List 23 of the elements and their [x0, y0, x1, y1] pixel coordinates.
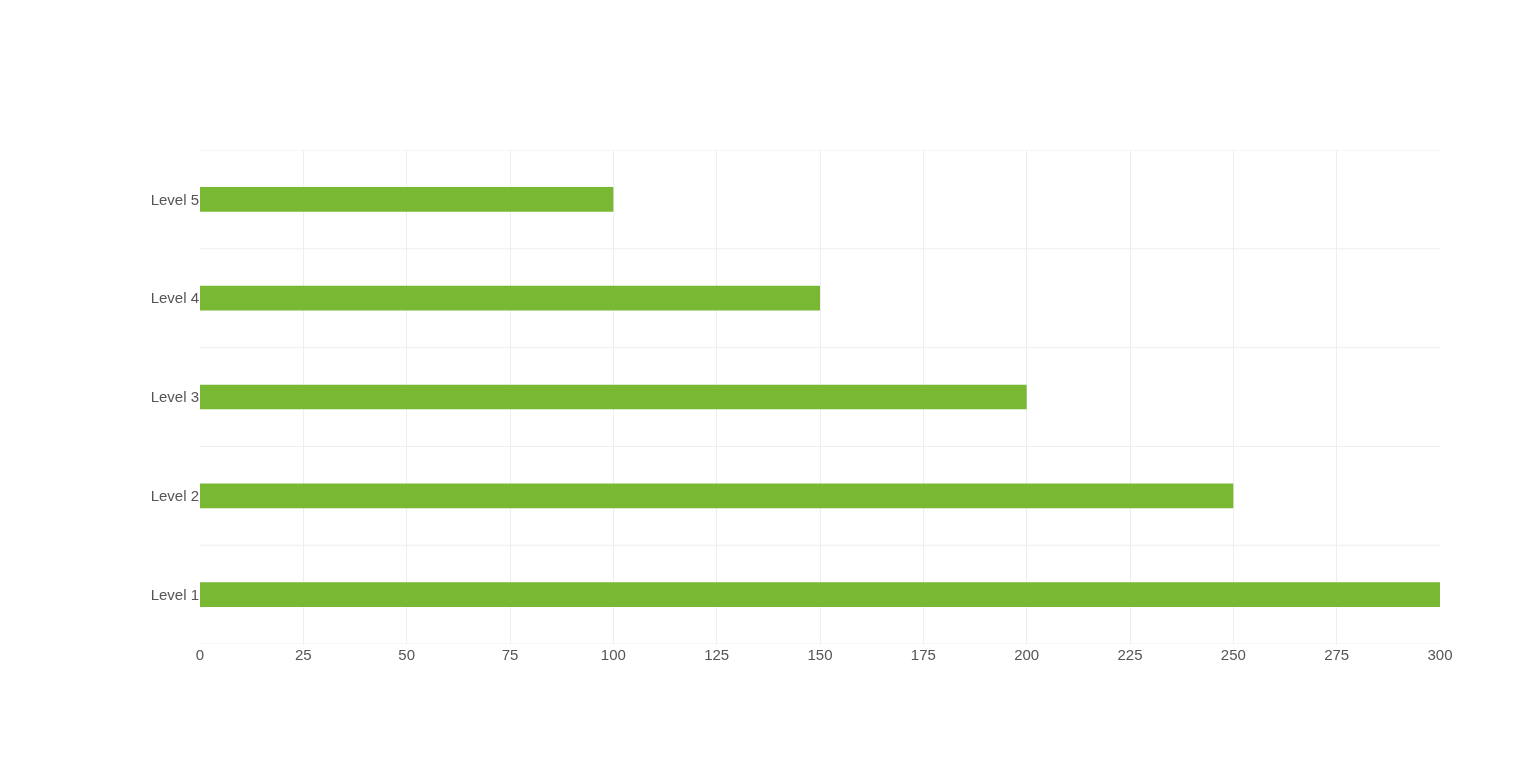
- x-tick-label: 50: [398, 646, 416, 663]
- x-tick-label: 0: [195, 646, 205, 663]
- x-tick-label: 250: [1220, 646, 1246, 663]
- x-tick-label: 75: [501, 646, 519, 663]
- y-tick-label: Level 2: [150, 487, 199, 505]
- x-tick-label: 125: [704, 646, 730, 663]
- x-tick-label: 175: [910, 646, 936, 663]
- x-tick-label: 100: [600, 646, 626, 663]
- bar: [200, 384, 1027, 410]
- bar: [200, 285, 820, 311]
- x-tick-label: 225: [1117, 646, 1143, 663]
- y-tick-label: Level 1: [150, 585, 199, 603]
- x-tick-label: 200: [1014, 646, 1040, 663]
- x-tick-label: 25: [294, 646, 312, 663]
- x-tick-label: 275: [1324, 646, 1350, 663]
- bar: [200, 582, 1440, 607]
- bar: [200, 483, 1234, 509]
- x-tick-label: 300: [1427, 646, 1453, 663]
- y-tick-label: Level 3: [150, 388, 199, 406]
- y-tick-label: Level 5: [150, 190, 199, 208]
- y-tick-label: Level 4: [150, 289, 199, 307]
- x-tick-label: 150: [807, 646, 833, 663]
- bar: [200, 187, 614, 212]
